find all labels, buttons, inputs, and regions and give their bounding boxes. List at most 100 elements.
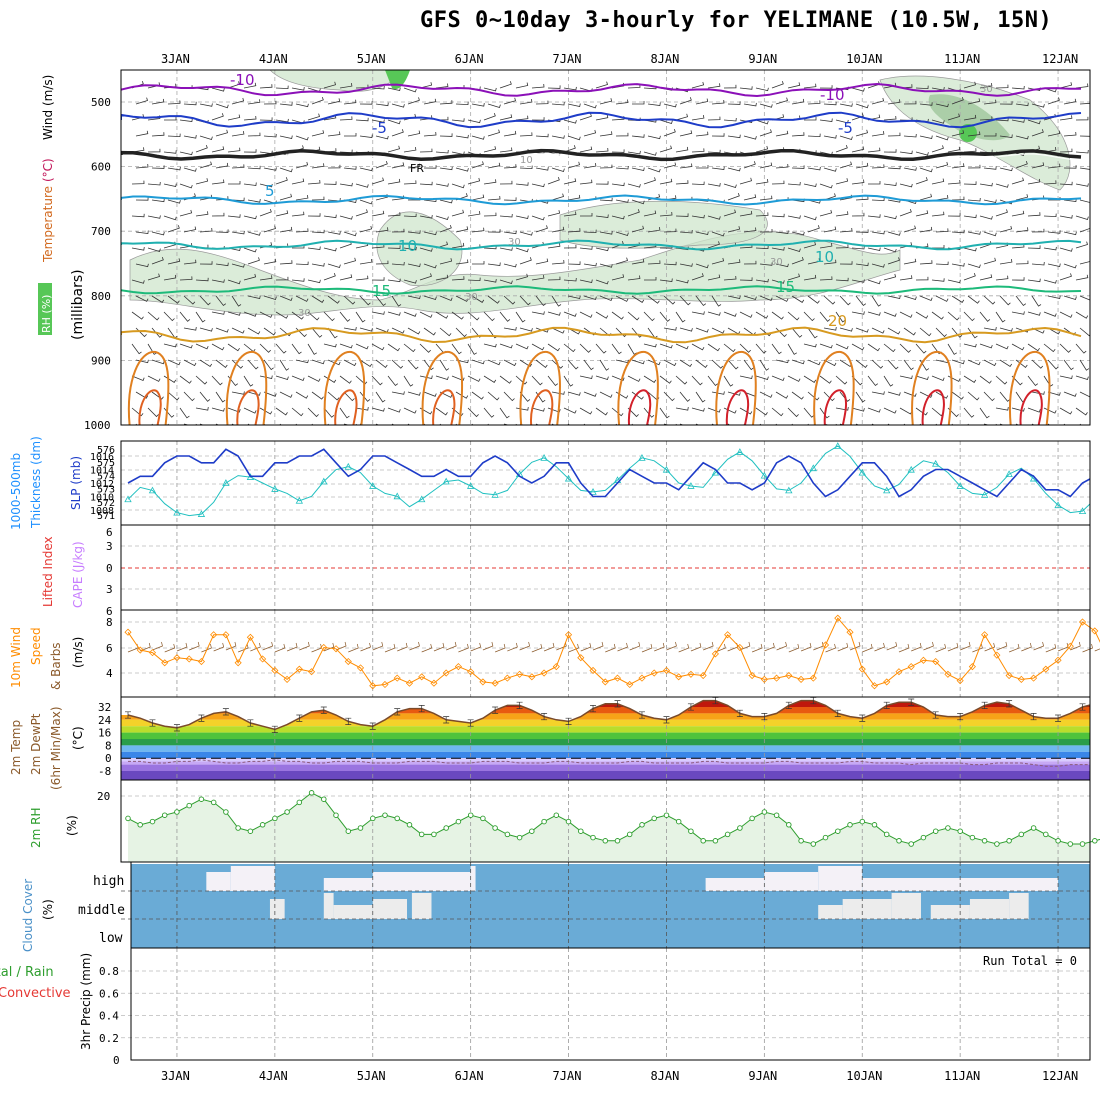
wind-barb [960, 641, 971, 651]
wind-barb [915, 407, 928, 416]
wind-barb [327, 231, 341, 235]
wind-barb [391, 295, 402, 307]
wind-barb [247, 295, 261, 299]
wind-barb [263, 295, 277, 300]
wind-barb [499, 213, 513, 218]
wind-barb [275, 210, 289, 217]
y-tick: 32 [98, 701, 111, 714]
wind-barb [755, 343, 767, 354]
wind-speed-point [834, 614, 842, 622]
wind-barb [243, 182, 257, 186]
wind-speed-point [907, 663, 915, 671]
wind-barb [707, 215, 721, 220]
wind-barb [1043, 311, 1057, 317]
wind-barb [947, 179, 961, 185]
contour-line [911, 350, 953, 425]
wind-barb [1059, 273, 1072, 281]
wind-barb [835, 407, 849, 411]
contour-label: -10 [820, 86, 845, 104]
rh2m-line [125, 790, 1100, 847]
wind-barb [599, 263, 613, 268]
wind-barb [967, 295, 980, 304]
axis-title: Convective [0, 986, 71, 1001]
wind-barb [1043, 279, 1057, 284]
wind-barb [819, 243, 833, 249]
wind-barb [535, 295, 547, 307]
wind-barb [343, 359, 357, 367]
thickness-point [442, 477, 450, 485]
wind-barb [131, 279, 145, 284]
wind-barb [323, 642, 335, 652]
wind-barb [458, 643, 469, 653]
wind-barb [739, 177, 752, 185]
wind-barb [855, 129, 868, 137]
x-tick-top: 4JAN [259, 52, 288, 66]
wind-barb [999, 259, 1013, 265]
wind-barb [963, 214, 977, 219]
wind-barb [899, 311, 913, 318]
wind-barb [919, 391, 933, 398]
wind-barb [679, 229, 693, 234]
wind-barb [403, 213, 417, 218]
wind-barb [583, 359, 594, 371]
y-tick: 20 [97, 790, 110, 803]
wind-barb [1047, 391, 1061, 396]
wind-barb [499, 147, 513, 153]
wind-barb [563, 145, 576, 153]
rh2m-point [626, 831, 633, 838]
wind-barb [967, 391, 980, 401]
wind-barb [167, 199, 181, 204]
thickness-point [1054, 501, 1062, 509]
wind-barb [179, 311, 191, 322]
wind-barb [567, 103, 581, 107]
wind-barb [359, 359, 373, 368]
panel-frames [120, 69, 1091, 1061]
wind-barb [371, 210, 385, 217]
wind-barb [147, 148, 161, 153]
wind-barb [803, 241, 816, 249]
wind-barb [1075, 215, 1089, 220]
contour-line [334, 389, 358, 425]
wind-barb [679, 97, 692, 105]
wind-barb [151, 256, 164, 265]
wind-barb [307, 407, 319, 418]
wind-barb [760, 229, 773, 233]
wind-barb [579, 311, 593, 318]
wind-barb [919, 295, 933, 302]
wind-barb [583, 262, 597, 267]
wind-barb [359, 327, 373, 332]
panel-frame [120, 440, 1091, 526]
wind-barb [855, 295, 867, 307]
wind-barb [567, 359, 579, 370]
wind-barb [1082, 643, 1093, 653]
contour-label: 10 [398, 237, 417, 255]
wind-barb [375, 295, 387, 307]
wind-barb [739, 641, 751, 651]
wind-speed-point [675, 673, 683, 681]
wind-barb [499, 247, 513, 251]
rh2m-point [994, 841, 1000, 847]
wind-barb [883, 182, 897, 186]
contour-line [432, 389, 456, 425]
wind-barb [935, 135, 949, 141]
wind-barb [519, 641, 531, 651]
wind-barb [299, 641, 310, 651]
wind-barb [867, 375, 879, 387]
wind-barb [675, 146, 689, 153]
wind-barb [295, 391, 309, 399]
minmax-bar [1030, 713, 1037, 721]
wind-barb [167, 423, 170, 425]
wind-barb [439, 133, 453, 137]
wind-barb [291, 407, 304, 417]
wind-speed-point [932, 657, 940, 666]
wind-barb [775, 163, 789, 169]
temp-band [121, 761, 1090, 765]
wind-barb [899, 150, 913, 155]
wind-barb [813, 641, 824, 651]
wind-barb [167, 100, 181, 105]
axis-title: 3hr Precip (mm) [79, 953, 93, 1050]
y-tick: 1008 [90, 506, 114, 517]
wind-barb [499, 81, 512, 89]
rh2m-point [210, 799, 217, 806]
wind-barb [935, 103, 949, 108]
